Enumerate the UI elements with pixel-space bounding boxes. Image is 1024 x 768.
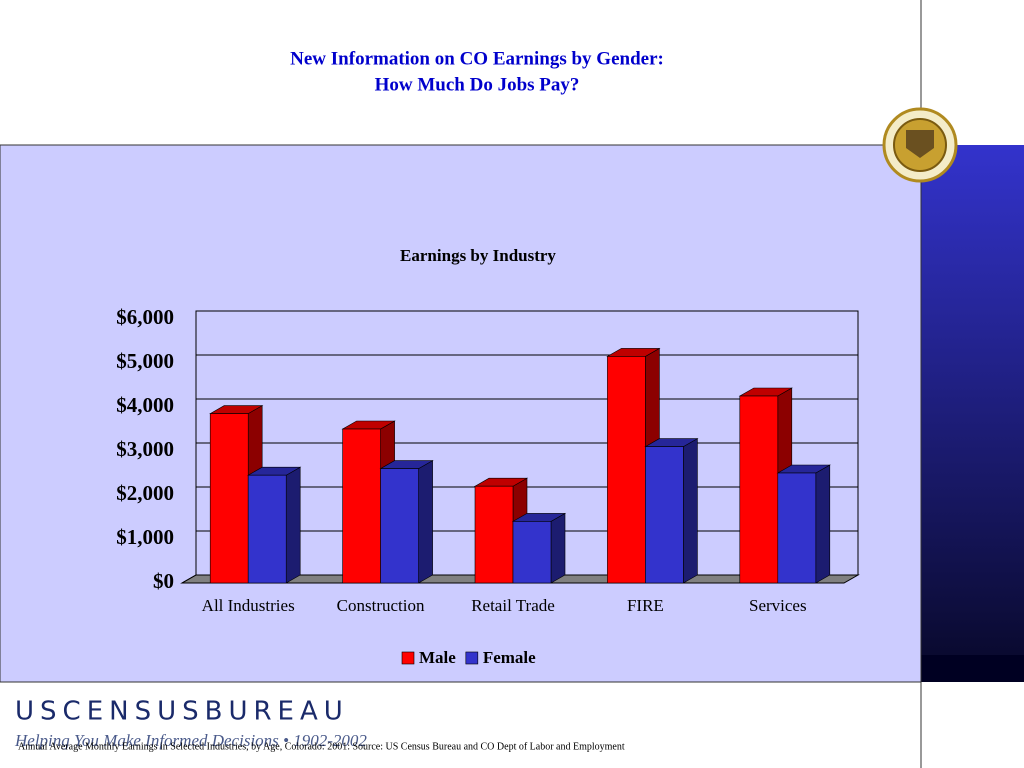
bar [380,468,419,584]
legend-swatch [465,651,479,665]
y-tick-label: $2,000 [116,481,174,505]
bar [209,413,249,584]
side-bar [921,145,1024,655]
x-tick-label: Services [749,596,807,615]
bar-side [550,512,566,584]
y-tick-label: $0 [153,569,174,593]
bar [607,356,646,584]
x-tick-label: FIRE [627,596,664,615]
tagline: Helping You Make Informed Decisions • 19… [14,731,367,750]
bar [645,446,684,584]
bar [474,485,514,584]
bar [512,521,552,584]
legend-swatch [401,651,415,665]
x-tick-label: All Industries [202,596,295,615]
bar [247,474,287,584]
side-bar-foot [921,655,1024,682]
x-tick-label: Retail Trade [471,596,555,615]
y-tick-label: $1,000 [116,525,174,549]
side-wall [181,574,197,584]
x-tick-label: Construction [337,596,425,615]
slide-title: How Much Do Jobs Pay? [375,74,580,95]
bar-side [418,460,433,584]
bar-side [285,466,301,584]
y-tick-label: $5,000 [116,349,174,373]
bar-side [683,438,698,584]
y-tick-label: $6,000 [116,305,174,329]
bar [739,395,779,584]
bar [777,472,817,584]
slide-title: New Information on CO Earnings by Gender… [290,48,664,69]
source-note: Annual Average Monthly Earnings in Selec… [18,741,625,752]
bar-side [815,464,831,584]
y-tick-label: $4,000 [116,393,174,417]
y-tick-label: $3,000 [116,437,174,461]
seal [882,107,958,183]
chart-title: Earnings by Industry [400,246,556,265]
legend-label: Male [419,648,456,667]
logo: USCENSUSBUREAU [15,697,349,727]
legend-label: Female [483,648,536,667]
bar [342,428,381,584]
